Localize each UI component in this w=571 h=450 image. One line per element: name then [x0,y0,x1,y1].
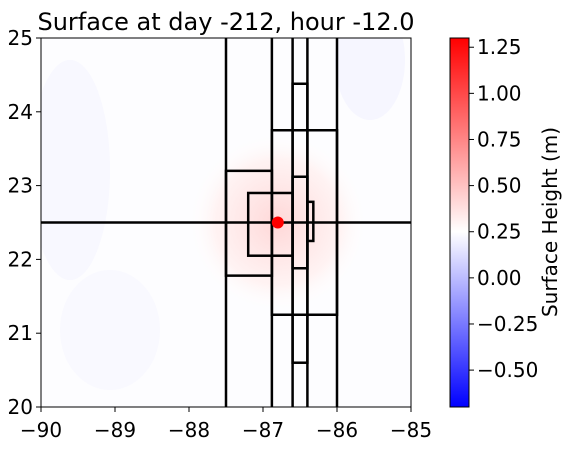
colorbar [449,37,470,408]
y-tick-label: 24 [8,100,33,124]
x-tick-label: −89 [94,418,136,442]
plot-frame [40,37,412,408]
colorbar-tick-label: −0.25 [477,312,538,336]
x-tick-label: −85 [390,418,432,442]
surface-faint-blue-right [335,38,405,120]
colorbar-label: Surface Height (m) [538,127,562,317]
x-tick-label: −88 [168,418,210,442]
surface-faint-blue-lower [60,270,160,390]
colorbar-tick-label: 0.50 [477,174,522,198]
surface-faint-blue-left [41,60,110,280]
colorbar-tick-label: 0.00 [477,266,522,290]
colorbar-tick-label: −0.50 [477,358,538,382]
x-tick-label: −90 [20,418,62,442]
plot-area [41,38,411,407]
colorbar-tick-label: 1.25 [477,35,522,59]
y-tick-label: 23 [8,174,33,198]
colorbar-tick-label: 0.75 [477,127,522,151]
x-tick-label: −86 [316,418,358,442]
colorbar-ticks: −0.50 −0.25 0.00 0.25 0.50 0.75 1.00 1.25 [469,35,538,382]
y-tick-label: 20 [8,395,33,419]
y-axis: 20 21 22 23 24 25 [8,26,41,419]
chart-title: Surface at day -212, hour -12.0 [37,8,414,36]
y-tick-label: 25 [8,26,33,50]
nest-rectangle-4 [291,82,309,364]
x-axis: −90 −89 −88 −87 −86 −85 [20,407,432,442]
storm-center-marker [271,216,284,229]
y-tick-label: 21 [8,321,33,345]
colorbar-tick-label: 0.25 [477,220,522,244]
colorbar-tick-label: 1.00 [477,81,522,105]
x-tick-label: −87 [242,418,284,442]
y-tick-label: 22 [8,247,33,271]
